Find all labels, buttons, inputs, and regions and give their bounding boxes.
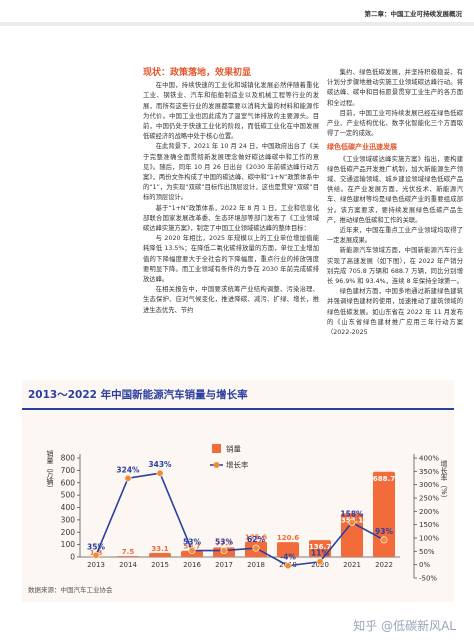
y2-tick-label: 150% xyxy=(419,521,439,529)
paragraph: 《工业领域碳达峰实施方案》指出，要构建绿色低碳产品开发推广机制，加大新能源生产领… xyxy=(327,155,463,224)
x-tick-label: 2018 xyxy=(247,561,265,569)
x-tick-label: 2022 xyxy=(375,561,393,569)
growth-marker xyxy=(188,547,196,555)
paragraph: 在此背景下，2021 年 10 月 24 日，中国政府出台了《关于完整准确全面贯… xyxy=(143,143,319,202)
y-tick-label: 600 xyxy=(61,478,76,487)
y-tick-label: 500 xyxy=(61,491,76,500)
legend-swatch xyxy=(212,444,221,453)
paragraph: 在相关报告中，中国要求统筹产业结构调整、污染治理、生态保护、应对气候变化，推进降… xyxy=(143,286,319,314)
growth-marker xyxy=(92,551,100,559)
growth-line xyxy=(95,472,385,567)
y-tick-label: 0 xyxy=(70,553,75,562)
growth-value-label: 62% xyxy=(247,535,265,544)
x-tick-label: 2016 xyxy=(183,561,201,569)
growth-value-label: 324% xyxy=(116,465,140,474)
chart: 2013～2022 年中国新能源汽车销量与增长率 数据来源：中国汽车工业协会 0… xyxy=(22,380,454,602)
bar xyxy=(341,513,363,557)
growth-marker xyxy=(252,544,260,552)
growth-value-label: -4% xyxy=(280,553,296,562)
y-tick-label: 800 xyxy=(61,454,76,463)
header-band xyxy=(0,22,474,26)
legend-marker xyxy=(213,462,220,468)
growth-value-label: 11% xyxy=(311,549,329,558)
section-heading: 现状：政策落地，效果初显 xyxy=(143,68,252,78)
bar xyxy=(149,552,171,557)
paragraph: 近年来，中国在重点工业产业领域均取得了一定发展成果。 xyxy=(327,227,463,245)
growth-marker xyxy=(156,469,164,477)
y2-tick-label: 250% xyxy=(419,495,439,503)
y2-tick-label: 350% xyxy=(419,468,439,476)
bar-value-label: 125.6 xyxy=(245,533,267,541)
legend-label: 增长率 xyxy=(226,460,249,470)
bar-value-label: 77.7 xyxy=(215,539,232,547)
bar-value-label: 688.7 xyxy=(373,475,395,483)
x-tick-label: 2014 xyxy=(119,561,137,569)
paragraph: 在中国，持续快速的工业化和城镇化发展必然伴随着重化工业、钢铁业、汽车和船舶制造业… xyxy=(143,82,319,141)
y-tick-label: 700 xyxy=(61,466,76,475)
growth-value-label: 343% xyxy=(148,460,172,469)
title-rule xyxy=(22,408,454,410)
y2-axis-label: 增长率（%） xyxy=(440,459,448,501)
bar xyxy=(309,540,331,557)
bar xyxy=(277,542,299,557)
bar-value-label: 7.5 xyxy=(122,548,135,556)
y2-tick-label: 300% xyxy=(419,481,439,489)
paragraph: 绿色建材方面，中国多地通过新建绿色建筑并强调绿色建材的使用，加速推动了建筑领域的… xyxy=(327,288,463,337)
growth-value-label: 53% xyxy=(183,538,201,547)
y2-tick-label: 50% xyxy=(419,548,435,556)
growth-marker xyxy=(316,558,324,566)
growth-marker xyxy=(380,536,388,544)
y2-tick-label: 200% xyxy=(419,508,439,516)
y-tick-label: 200 xyxy=(61,528,76,537)
paragraph: 集约、绿色低碳发展，并坚持积极稳妥、有计划分步骤地推动实施工业领域碳达峰行动。将… xyxy=(327,69,463,107)
growth-value-label: 53% xyxy=(215,538,233,547)
bar-value-label: 120.6 xyxy=(277,534,299,542)
watermark: 知乎 @低碳新风AL xyxy=(353,619,456,633)
growth-marker xyxy=(220,547,228,555)
growth-marker xyxy=(284,562,292,570)
y2-tick-label: -50% xyxy=(419,575,437,583)
growth-value-label: 158% xyxy=(340,510,364,519)
y2-tick-label: 100% xyxy=(419,535,439,543)
chart-title: 2013～2022 年中国新能源汽车销量与增长率 xyxy=(28,388,248,401)
growth-marker xyxy=(124,474,132,482)
bar xyxy=(117,556,139,557)
growth-value-label: 35% xyxy=(87,542,105,551)
bar xyxy=(373,471,395,557)
y-axis-label: 销量（万辆） xyxy=(46,449,54,492)
chart-source: 数据来源：中国汽车工业协会 xyxy=(28,585,113,594)
bar-value-label: 33.1 xyxy=(151,545,168,553)
right-column: 集约、绿色低碳发展，并坚持积极稳妥、有计划分步骤地推动实施工业领域碳达峰行动。将… xyxy=(327,68,463,338)
bar-value-label: 136.7 xyxy=(309,543,331,551)
x-tick-label: 2013 xyxy=(87,561,105,569)
bar-value-label: 50.7 xyxy=(183,543,200,551)
left-column: 现状：政策落地，效果初显 在中国，持续快速的工业化和城镇化发展必然伴随着重化工业… xyxy=(143,68,319,316)
subheading: 绿色低碳产业迅速发展 xyxy=(327,143,397,152)
growth-value-label: 93% xyxy=(375,527,393,536)
x-tick-label: 2015 xyxy=(151,561,169,569)
paragraph: 新能源汽车领域方面，中国新能源汽车行业实现了高速发展（如下图），在 2022 年… xyxy=(327,247,463,286)
chapter-header: 第二章：中国工业可持续发展概况 xyxy=(364,10,463,18)
paragraph: 基于“1+N”政策体系，2022 年 8 月 1 日，工业和信息化部联合国家发展… xyxy=(143,204,319,233)
legend-label: 销量 xyxy=(226,444,241,454)
x-tick-label: 2017 xyxy=(215,561,233,569)
y-tick-label: 400 xyxy=(61,503,76,512)
y2-tick-label: 0% xyxy=(419,561,430,569)
y-tick-label: 300 xyxy=(61,515,76,524)
x-tick-label: 2021 xyxy=(343,561,361,569)
growth-marker xyxy=(348,519,356,527)
paragraph: 目前，中国工业可持续发展已经在绿色低碳产业、产业结构优化、数字化智能化三个方面取… xyxy=(327,109,463,138)
paragraph: 与 2020 年相比，2025 年规模以上的工业单位增加值能耗降低 13.5%；… xyxy=(143,235,319,284)
y2-tick-label: 400% xyxy=(419,455,439,463)
y-tick-label: 100 xyxy=(61,540,76,549)
